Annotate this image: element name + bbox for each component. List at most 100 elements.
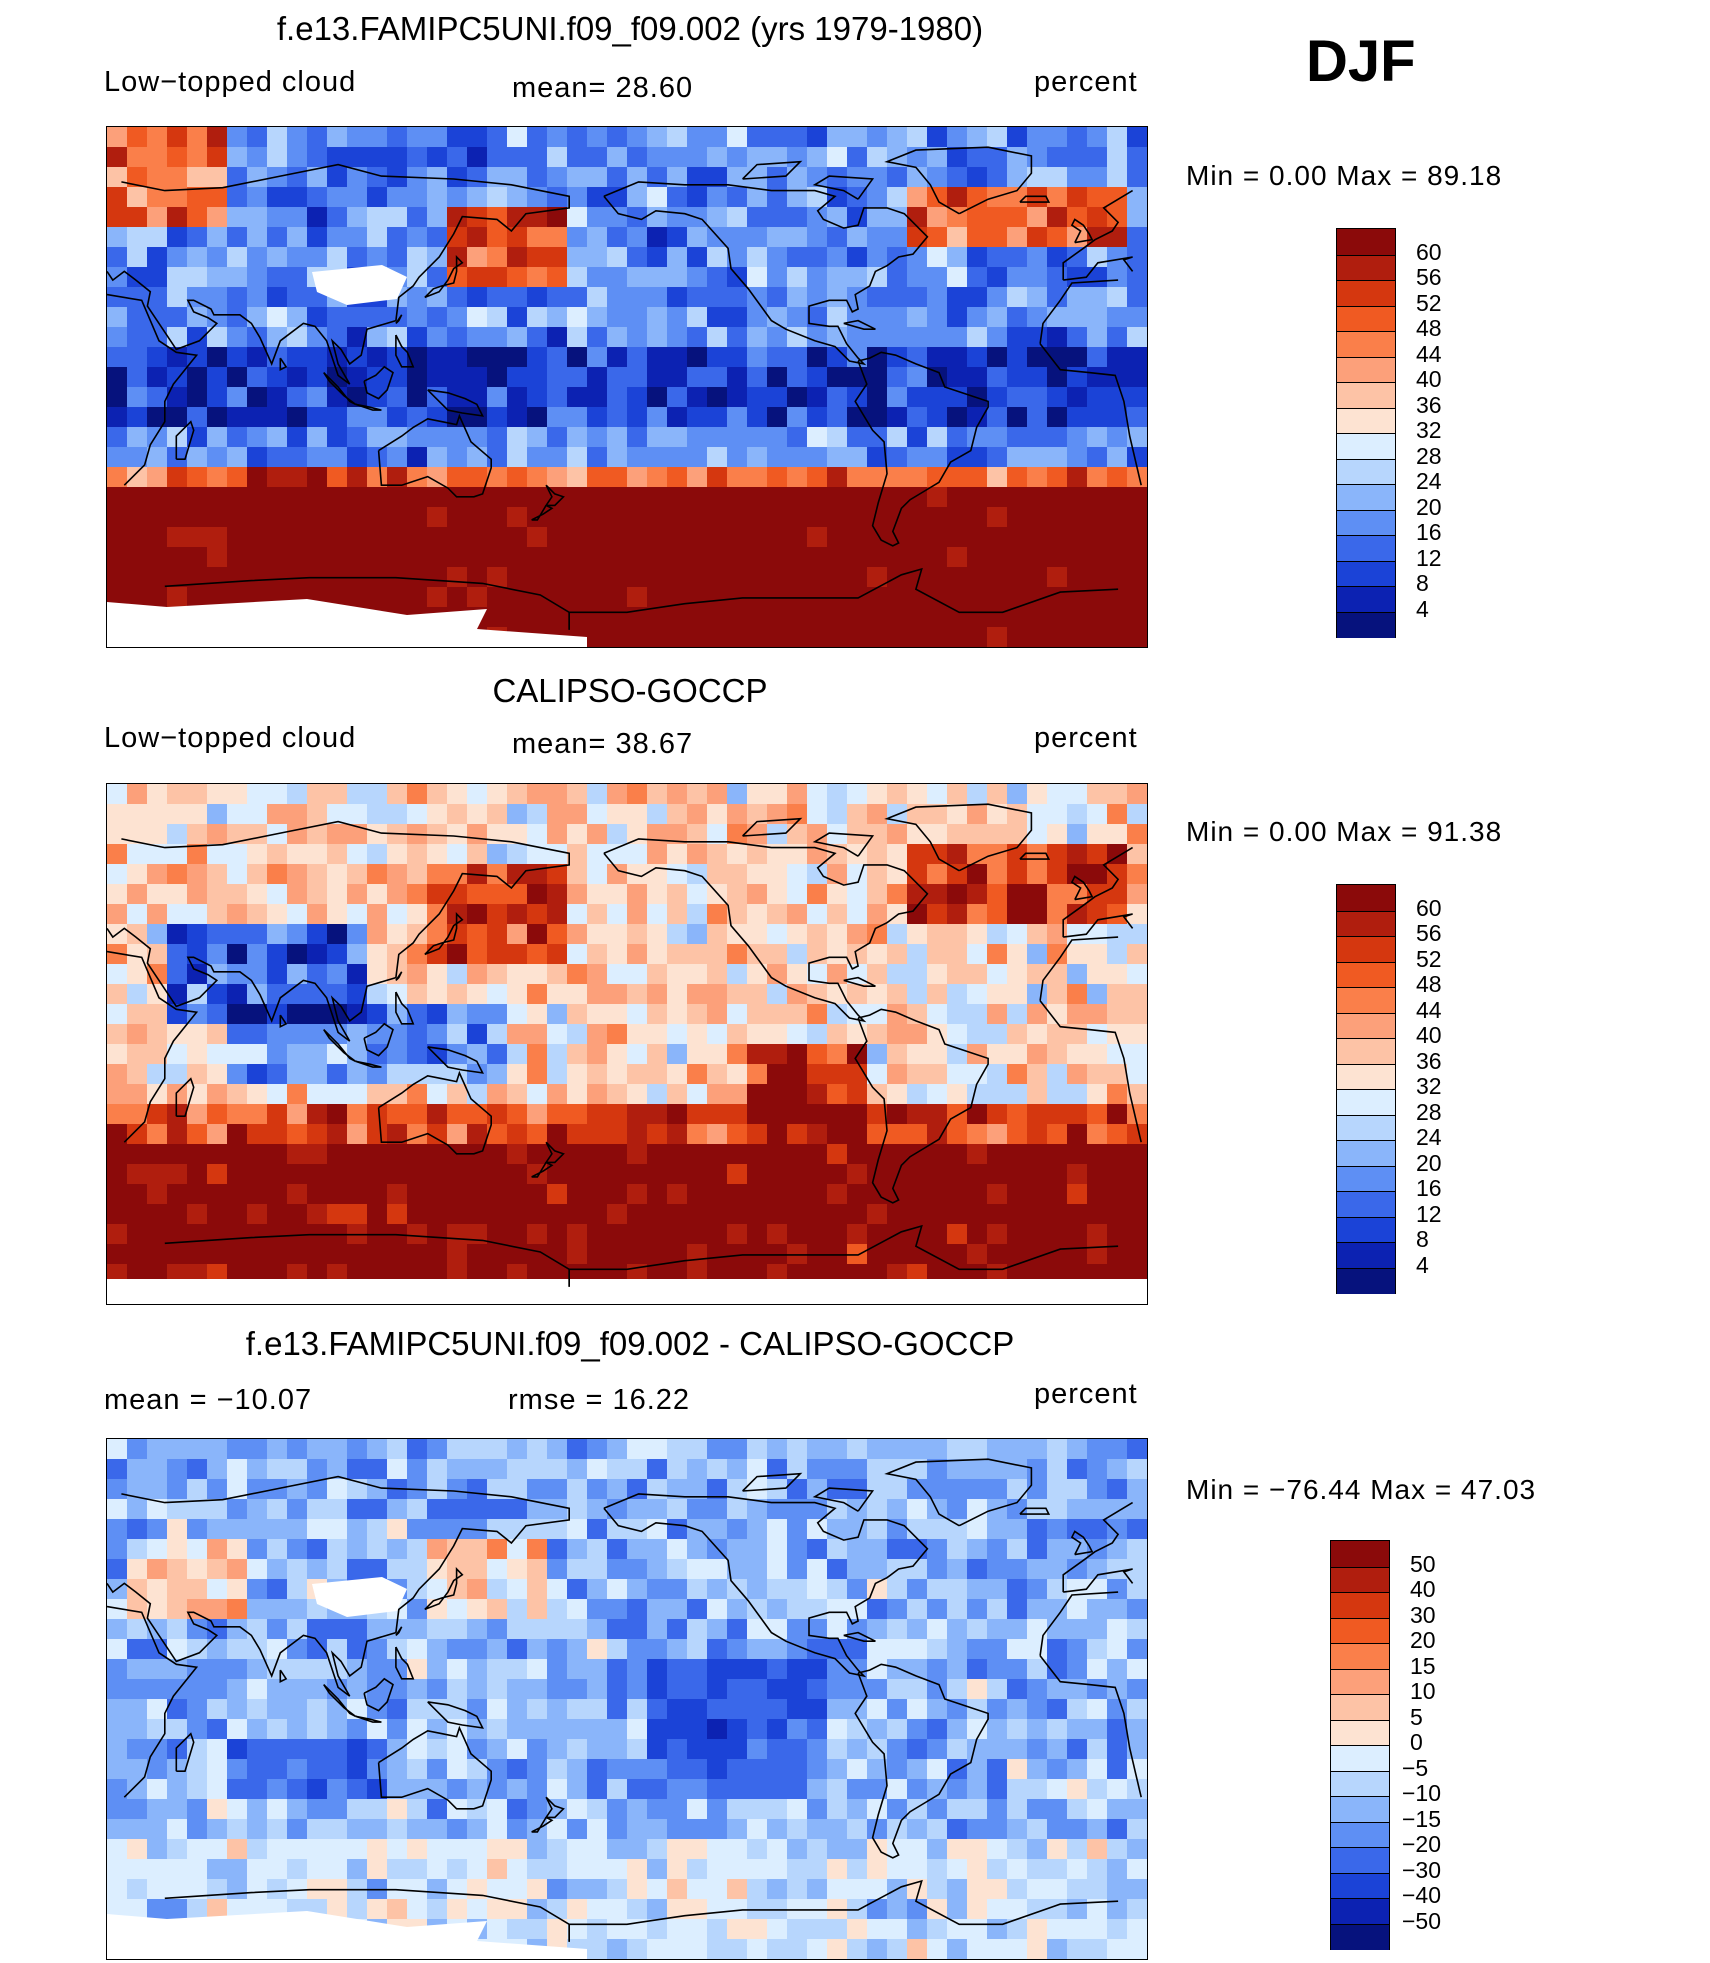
field-cell xyxy=(687,587,708,608)
field-cell xyxy=(767,1619,788,1640)
field-cell xyxy=(727,1939,748,1959)
field-cell xyxy=(487,944,508,965)
field-cell xyxy=(667,147,688,168)
mean-label: mean= 38.67 xyxy=(512,728,694,760)
field-cell xyxy=(827,984,848,1005)
field-cell xyxy=(367,904,388,925)
field-cell xyxy=(207,167,228,188)
field-cell xyxy=(507,784,528,805)
field-cell xyxy=(447,1024,468,1045)
field-cell xyxy=(1127,507,1147,528)
field-cell xyxy=(387,1519,408,1540)
field-cell xyxy=(127,1439,148,1460)
field-cell xyxy=(987,267,1008,288)
field-cell xyxy=(127,1479,148,1500)
field-cell xyxy=(147,527,168,548)
field-cell xyxy=(827,467,848,488)
field-cell xyxy=(807,1799,828,1820)
field-cell xyxy=(827,407,848,428)
field-cell xyxy=(887,1439,908,1460)
field-cell xyxy=(487,1819,508,1840)
field-cell xyxy=(567,1919,588,1940)
field-cell xyxy=(727,387,748,408)
field-cell xyxy=(367,487,388,508)
field-cell xyxy=(867,1879,888,1900)
field-cell xyxy=(827,1839,848,1860)
field-cell xyxy=(567,247,588,268)
field-cell xyxy=(1027,1619,1048,1640)
field-cell xyxy=(1007,804,1028,825)
field-cell xyxy=(667,1639,688,1660)
field-cell xyxy=(807,247,828,268)
field-cell xyxy=(1127,1439,1147,1460)
field-cell xyxy=(187,1459,208,1480)
field-cell xyxy=(687,804,708,825)
field-cell xyxy=(227,984,248,1005)
field-cell xyxy=(547,1479,568,1500)
field-cell xyxy=(467,1599,488,1620)
coastline xyxy=(355,1060,382,1068)
field-cell xyxy=(1067,1819,1088,1840)
field-cell xyxy=(1047,1519,1068,1540)
field-cell xyxy=(187,1599,208,1620)
field-cell xyxy=(867,1719,888,1740)
field-cell xyxy=(1047,924,1068,945)
field-cell xyxy=(327,1439,348,1460)
field-cell xyxy=(287,127,308,148)
field-cell xyxy=(1027,1064,1048,1085)
field-cell xyxy=(247,944,268,965)
field-cell xyxy=(987,1599,1008,1620)
field-cell xyxy=(207,247,228,268)
field-cell xyxy=(167,1699,188,1720)
field-cell xyxy=(547,1559,568,1580)
field-cell xyxy=(1007,1224,1028,1245)
field-cell xyxy=(147,287,168,308)
field-cell xyxy=(227,1479,248,1500)
coastline xyxy=(395,1646,415,1680)
field-cell xyxy=(527,1024,548,1045)
field-cell xyxy=(247,1759,268,1780)
field-cell xyxy=(187,1559,208,1580)
field-cell xyxy=(587,1739,608,1760)
field-cell xyxy=(287,247,308,268)
field-cell xyxy=(427,1104,448,1125)
field-cell xyxy=(887,1004,908,1025)
field-cell xyxy=(687,1819,708,1840)
field-cell xyxy=(847,1939,868,1959)
field-cell xyxy=(1067,1839,1088,1860)
field-cell xyxy=(1127,367,1147,388)
field-cell xyxy=(547,267,568,288)
field-cell xyxy=(247,1619,268,1640)
field-cell xyxy=(1107,784,1128,805)
field-cell xyxy=(447,1539,468,1560)
field-cell xyxy=(267,884,288,905)
field-cell xyxy=(1047,1739,1068,1760)
field-cell xyxy=(187,567,208,588)
field-cell xyxy=(967,1839,988,1860)
field-cell xyxy=(1107,567,1128,588)
field-cell xyxy=(287,227,308,248)
field-cell xyxy=(247,247,268,268)
field-cell xyxy=(667,1859,688,1880)
field-cell xyxy=(947,1044,968,1065)
field-cell xyxy=(467,1244,488,1265)
field-cell xyxy=(947,307,968,328)
field-cell xyxy=(427,1799,448,1820)
field-cell xyxy=(1007,227,1028,248)
field-cell xyxy=(787,1084,808,1105)
field-cell xyxy=(607,1679,628,1700)
map-observation xyxy=(106,783,1148,1305)
field-cell xyxy=(627,187,648,208)
field-cell xyxy=(247,567,268,588)
field-cell xyxy=(867,367,888,388)
field-cell xyxy=(967,1719,988,1740)
coastline xyxy=(1070,875,1094,901)
field-cell xyxy=(647,367,668,388)
field-cell xyxy=(187,824,208,845)
field-cell xyxy=(287,327,308,348)
field-cell xyxy=(247,467,268,488)
field-cell xyxy=(607,1244,628,1265)
field-cell xyxy=(1047,147,1068,168)
field-cell xyxy=(367,427,388,448)
field-cell xyxy=(247,1459,268,1480)
